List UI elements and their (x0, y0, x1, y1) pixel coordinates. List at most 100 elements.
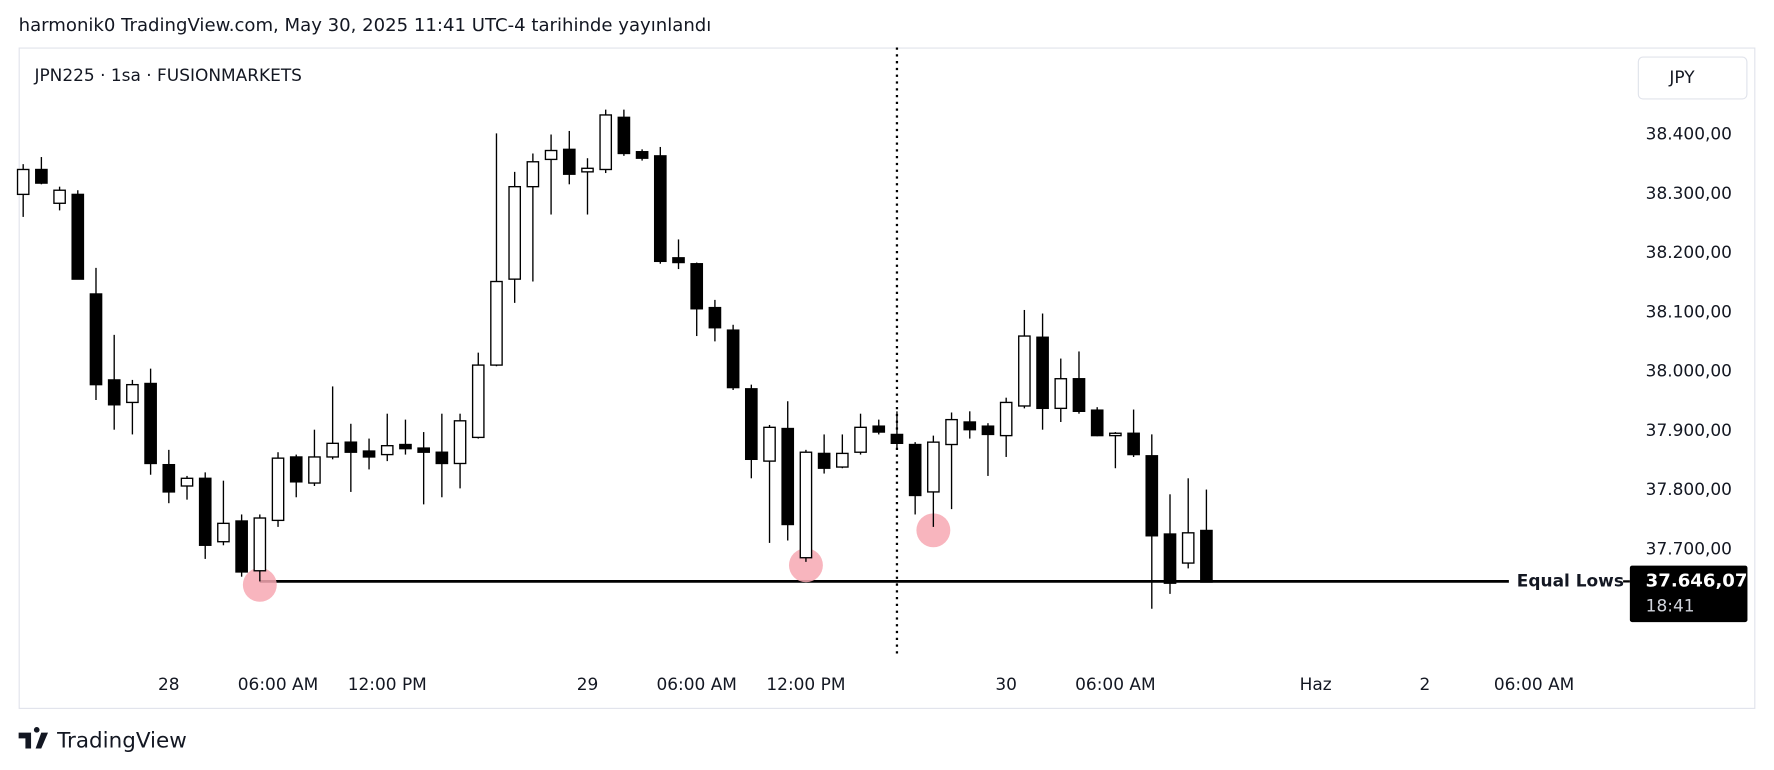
candle-body (781, 427, 795, 526)
x-tick-label: 06:00 AM (1075, 674, 1155, 694)
x-tick-label: 2 (1419, 674, 1430, 694)
candle-body (635, 151, 649, 159)
y-tick-label: 38.400,00 (1646, 124, 1732, 144)
candle-body (417, 447, 430, 453)
candle-body (1145, 455, 1159, 537)
candle-body (963, 421, 977, 431)
y-tick-label: 38.100,00 (1646, 301, 1732, 321)
candle-body (599, 114, 613, 171)
candle-body (253, 517, 267, 572)
x-tick-label: Haz (1300, 674, 1332, 694)
candle-body (144, 382, 157, 465)
candle-body (1200, 529, 1213, 583)
candle-body (708, 306, 722, 329)
candle-body (562, 148, 576, 175)
x-tick-label: 12:00 PM (766, 674, 845, 694)
candle-body (344, 441, 358, 453)
candle-body (1181, 532, 1195, 564)
x-tick-label: 06:00 AM (238, 674, 318, 694)
candle-body (908, 443, 922, 497)
symbol-title: JPN225 · 1sa · FUSIONMARKETS (33, 65, 302, 85)
x-tick-label: 06:00 AM (656, 674, 736, 694)
candle-body (544, 149, 558, 161)
candle-body (126, 383, 139, 404)
highlight-circle (242, 567, 277, 602)
candle-body (726, 329, 740, 389)
highlight-circle (916, 513, 951, 548)
header: harmonik0 TradingView.com, May 30, 2025 … (19, 15, 712, 36)
candle-body (508, 185, 522, 280)
candle-body (16, 168, 30, 196)
candle-body (235, 520, 248, 573)
candle-body (981, 425, 995, 436)
candle-body (435, 451, 449, 465)
candle-body (453, 420, 467, 465)
footer-brand: TradingView (56, 729, 187, 754)
price-tag (1629, 565, 1748, 623)
candle-body (180, 477, 194, 487)
y-tick-label: 38.300,00 (1646, 183, 1732, 203)
candle-body (1072, 378, 1086, 412)
candle-body (672, 257, 685, 264)
y-tick-label: 38.200,00 (1646, 242, 1732, 262)
candle-body (581, 167, 594, 173)
level-name: Equal Lows (1517, 570, 1624, 590)
price-tag-value: 37.646,07 (1646, 570, 1748, 591)
candle-body (198, 477, 212, 546)
candle-body (890, 433, 904, 445)
candle-body (399, 443, 412, 450)
currency-label[interactable]: JPY (1668, 67, 1695, 87)
y-tick-label: 38.000,00 (1646, 361, 1732, 381)
y-tick-label: 37.700,00 (1646, 538, 1732, 558)
price-tag-time: 18:41 (1646, 595, 1695, 615)
candle-body (380, 445, 394, 456)
y-tick-label: 37.900,00 (1646, 420, 1732, 440)
candle-body (471, 364, 485, 439)
candle-body (490, 280, 503, 366)
candle-body (999, 401, 1013, 437)
x-tick-label: 06:00 AM (1494, 674, 1574, 694)
candle-body (89, 293, 103, 386)
candle-body (653, 155, 667, 263)
x-tick-label: 30 (995, 674, 1017, 694)
candle-body (799, 451, 813, 559)
x-tick-label: 29 (577, 674, 599, 694)
candle-body (289, 456, 303, 483)
candle-body (744, 388, 758, 461)
candle-body (362, 450, 376, 458)
candle-body (817, 452, 831, 469)
level-label-bg (1510, 568, 1624, 594)
x-tick-label: 28 (158, 674, 180, 694)
highlights (242, 513, 951, 602)
candle-body (617, 116, 631, 155)
x-tick-label: 12:00 PM (348, 674, 427, 694)
candle-body (107, 379, 121, 406)
candle-body (872, 425, 886, 433)
y-tick-label: 37.800,00 (1646, 479, 1732, 499)
candle-body (1018, 335, 1031, 407)
candle-body (271, 457, 285, 522)
candle-body (35, 168, 48, 184)
candle-body (1127, 432, 1140, 456)
candle-body (326, 442, 339, 458)
candle-body (162, 463, 176, 493)
tv-logo (18, 727, 49, 749)
candle-body (1163, 533, 1177, 584)
candle-body (1036, 336, 1049, 410)
highlight-circle (788, 548, 823, 583)
chart-frame (18, 47, 1756, 709)
candle-body (308, 456, 321, 484)
candle-body (927, 441, 940, 493)
candle-body (1090, 409, 1104, 437)
candle-body (945, 418, 958, 446)
candle-body (854, 426, 867, 453)
candle-body (1054, 378, 1068, 410)
currency-button[interactable] (1637, 56, 1748, 100)
candle-body (763, 426, 776, 462)
candle-body (217, 522, 230, 543)
candle-body (1109, 432, 1122, 437)
candle-body (690, 263, 704, 310)
